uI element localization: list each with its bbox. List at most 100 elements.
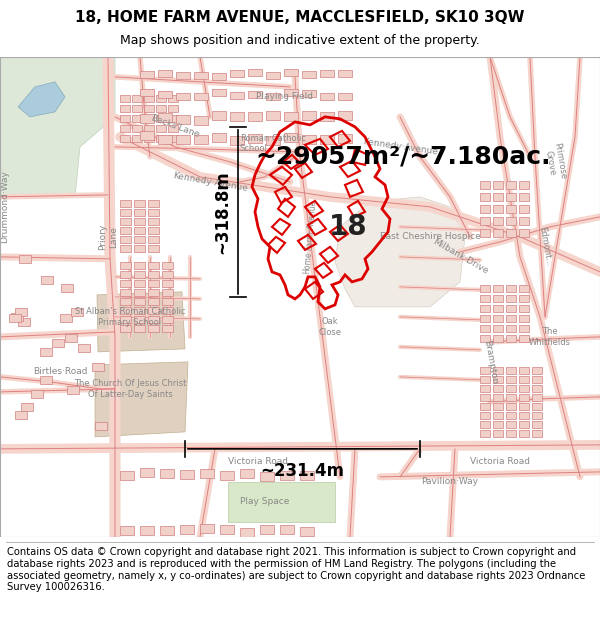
Bar <box>66 309 78 317</box>
Bar <box>493 229 503 237</box>
Text: ~231.4m: ~231.4m <box>260 462 344 480</box>
Bar <box>506 421 516 428</box>
Bar <box>519 229 529 237</box>
Bar <box>212 73 226 80</box>
Bar <box>168 125 178 132</box>
Bar <box>506 205 516 213</box>
Polygon shape <box>335 197 465 307</box>
Bar <box>134 325 145 332</box>
Bar <box>162 298 173 305</box>
Bar <box>519 295 529 302</box>
Bar <box>519 193 529 201</box>
Bar <box>144 95 154 102</box>
Bar <box>144 125 154 132</box>
Bar <box>120 307 131 314</box>
Polygon shape <box>0 57 115 197</box>
Bar <box>156 105 166 112</box>
Bar <box>148 280 159 287</box>
Bar <box>519 285 529 292</box>
Bar <box>134 200 145 207</box>
Bar <box>480 285 490 292</box>
Bar <box>480 376 490 383</box>
Bar <box>168 135 178 142</box>
Bar <box>148 236 159 243</box>
Bar <box>320 70 334 77</box>
Bar <box>156 115 166 122</box>
Bar <box>158 113 172 122</box>
Text: Victoria Road: Victoria Road <box>470 458 530 466</box>
Text: Map shows position and indicative extent of the property.: Map shows position and indicative extent… <box>120 34 480 47</box>
Text: 18: 18 <box>329 213 367 241</box>
Bar <box>158 135 172 144</box>
Bar <box>148 245 159 252</box>
Bar <box>519 335 529 342</box>
Bar <box>140 131 154 140</box>
Bar <box>134 262 145 269</box>
Bar <box>82 408 94 416</box>
Bar <box>160 526 174 535</box>
Bar <box>532 367 542 374</box>
Bar <box>212 133 226 142</box>
Bar <box>212 111 226 120</box>
Bar <box>148 262 159 269</box>
Bar <box>120 316 131 323</box>
Bar <box>168 105 178 112</box>
Bar <box>212 89 226 96</box>
Text: Becks’Lane: Becks’Lane <box>149 114 200 140</box>
Bar <box>120 218 131 225</box>
Bar <box>156 125 166 132</box>
Text: Brampton: Brampton <box>482 339 499 385</box>
Bar <box>180 525 194 534</box>
Bar <box>120 245 131 252</box>
Bar <box>493 315 503 322</box>
Bar <box>160 469 174 478</box>
Text: ~318.8m: ~318.8m <box>213 170 231 254</box>
Text: The
Whitfields: The Whitfields <box>529 327 571 347</box>
Bar <box>194 135 208 144</box>
Bar <box>266 93 280 100</box>
Bar <box>134 307 145 314</box>
Bar <box>493 205 503 213</box>
Bar <box>162 262 173 269</box>
Text: Pavilion·Way: Pavilion·Way <box>421 478 479 486</box>
Bar <box>480 385 490 392</box>
Bar <box>230 112 244 121</box>
Bar <box>140 89 154 96</box>
Bar <box>506 305 516 312</box>
Bar <box>120 200 131 207</box>
Bar <box>480 205 490 213</box>
Bar <box>91 415 103 423</box>
Bar <box>284 112 298 121</box>
Bar <box>220 525 234 534</box>
Text: Playing Field: Playing Field <box>257 92 314 101</box>
Bar <box>148 298 159 305</box>
Bar <box>120 298 131 305</box>
Bar <box>493 325 503 332</box>
Bar <box>148 325 159 332</box>
Bar <box>532 421 542 428</box>
Bar <box>532 403 542 410</box>
Bar <box>87 370 99 378</box>
Polygon shape <box>228 482 335 522</box>
Bar <box>180 470 194 479</box>
Polygon shape <box>18 82 65 117</box>
Bar <box>480 430 490 437</box>
Bar <box>144 105 154 112</box>
Bar <box>168 115 178 122</box>
Bar <box>230 136 244 145</box>
Bar <box>260 525 274 534</box>
Bar <box>284 69 298 76</box>
Bar <box>87 286 99 294</box>
Polygon shape <box>95 362 188 437</box>
Bar <box>134 316 145 323</box>
Bar <box>140 526 154 535</box>
Bar <box>41 379 53 387</box>
Bar <box>493 295 503 302</box>
Bar <box>300 527 314 536</box>
Bar <box>493 430 503 437</box>
Bar <box>156 95 166 102</box>
Bar <box>140 468 154 477</box>
Bar <box>248 69 262 76</box>
Bar <box>266 111 280 120</box>
Bar <box>120 262 131 269</box>
